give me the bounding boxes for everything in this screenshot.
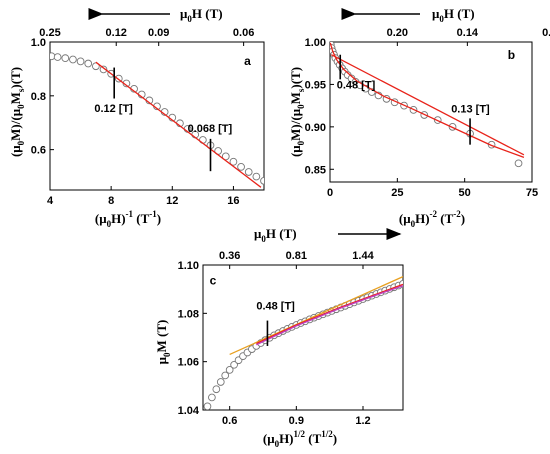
c-orange-fit-line <box>229 276 403 356</box>
c-annotation: 0.48 [T] <box>256 301 295 313</box>
c-data-point <box>208 393 216 402</box>
b-x-tick-label: 75 <box>526 187 538 199</box>
b-top-tick-label: 0.20 <box>387 27 408 39</box>
c-x-tick-label: 0.9 <box>289 415 304 427</box>
a-data-point <box>252 172 261 181</box>
b-y-tick-label: 0.95 <box>305 79 326 91</box>
c-data-point <box>212 385 221 394</box>
c-y-tick-label: 1.04 <box>178 405 200 417</box>
a-annotation: 0.12 [T] <box>94 103 133 115</box>
a-data-point <box>229 157 238 166</box>
panel-a: 4 8 12 16 0.6 0.8 1.00.25 0.12 0.09 0.06 0.12 [T] 0… <box>31 27 265 207</box>
panel-c-ylabel: μ0M (T) <box>154 320 172 365</box>
b-y-tick-label: 1.00 <box>305 37 326 49</box>
a-plot-area <box>50 52 264 188</box>
a-data-point <box>84 59 93 68</box>
c-x-tick-label: 0.6 <box>222 415 237 427</box>
c-top-tick-label: 0.36 <box>219 250 240 262</box>
a-y-tick-label: 0.6 <box>31 145 46 157</box>
a-x-tick-label: 4 <box>47 195 54 207</box>
panel-b-xlabel: (μ0H)-2 (T-2) <box>399 209 465 229</box>
a-panel-letter: a <box>244 54 251 68</box>
panel-a-ylabel: (μ0M)/(μ0Ms)(T) <box>8 67 26 157</box>
b-y-tick-label: 0.90 <box>305 122 326 134</box>
a-data-point <box>221 152 230 161</box>
panel-b: 0 25 50 75 0.85 0.90 0.95 1.00 0.20 0.14 0.11 0.48 … <box>305 27 550 199</box>
c-data-point <box>221 371 230 380</box>
c-y-tick-label: 1.08 <box>178 308 199 320</box>
b-annotation: 0.13 [T] <box>451 103 490 115</box>
b-top-tick-label: 0.11 <box>542 27 550 39</box>
c-panel-letter: c <box>210 273 217 287</box>
panel-c: 0.6 0.9 1.2 1.04 1.06 1.08 1.10 0.36 0.81 1.44 0.4… <box>178 250 404 427</box>
a-x-tick-label: 8 <box>108 195 114 207</box>
b-red-fit-curve <box>330 42 525 159</box>
b-red-fit-line <box>331 54 525 156</box>
c-top-tick-label: 0.81 <box>286 250 307 262</box>
b-x-tick-label: 25 <box>391 187 403 199</box>
a-annotation: 0.068 [T] <box>188 123 233 135</box>
a-data-point <box>53 53 62 61</box>
b-x-tick-label: 0 <box>327 187 333 199</box>
a-data-point <box>61 54 70 62</box>
a-plot-frame <box>49 41 265 191</box>
c-y-tick-label: 1.06 <box>178 357 199 369</box>
c-x-tick-label: 1.2 <box>355 415 370 427</box>
c-magenta-fit-curve <box>256 285 403 346</box>
c-top-tick-label: 1.44 <box>352 250 374 262</box>
b-top-tick-label: 0.14 <box>457 27 479 39</box>
b-x-tick-label: 50 <box>459 187 471 199</box>
a-data-point <box>99 65 108 74</box>
c-data-point <box>203 402 212 410</box>
b-y-tick-label: 0.85 <box>305 164 326 176</box>
panel-c-top-axis-label: μ0H (T) <box>254 226 297 244</box>
c-plot-frame <box>202 264 404 411</box>
c-red-fit-curve <box>256 283 403 345</box>
b-plot-area <box>330 42 525 168</box>
a-top-tick-label: 0.25 <box>39 27 60 39</box>
a-data-point <box>260 177 264 185</box>
b-panel-letter: b <box>508 48 515 62</box>
a-data-point <box>237 163 245 171</box>
panel-a-top-axis-label: μ0H (T) <box>180 6 223 24</box>
a-top-tick-label: 0.12 <box>106 27 127 39</box>
a-red-fit-line <box>95 61 262 188</box>
a-top-tick-label: 0.09 <box>148 27 169 39</box>
a-data-point <box>69 55 77 64</box>
b-data-point <box>514 159 523 168</box>
a-top-tick-label: 0.06 <box>233 27 254 39</box>
panel-b-ylabel: (μ0M)/(μ0Ms)(T) <box>288 67 306 157</box>
b-plot-frame <box>329 41 533 183</box>
c-data-point <box>216 378 225 386</box>
c-y-tick-label: 1.10 <box>178 260 199 272</box>
a-y-tick-label: 1.0 <box>31 37 46 49</box>
a-x-tick-label: 12 <box>166 195 178 207</box>
panel-c-xlabel: (μ0H)1/2 (T1/2) <box>263 429 337 449</box>
c-data-point <box>230 360 238 369</box>
panel-a-xlabel: (μ0H)-1 (T-1) <box>95 209 161 229</box>
c-data-point <box>225 366 234 374</box>
a-y-tick-label: 0.8 <box>31 91 46 103</box>
c-plot-area <box>203 276 403 410</box>
a-x-tick-label: 16 <box>227 195 239 207</box>
a-data-point <box>244 168 253 176</box>
a-data-point <box>76 57 85 66</box>
a-data-point <box>199 136 207 144</box>
b-annotation: 0.48 [T] <box>337 80 376 92</box>
panel-b-top-axis-label: μ0H (T) <box>432 6 475 24</box>
